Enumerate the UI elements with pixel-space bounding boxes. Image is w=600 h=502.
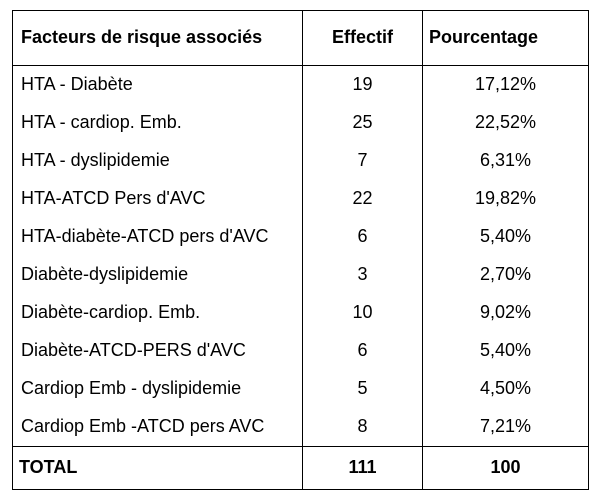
table-row: HTA-ATCD Pers d'AVC 22 19,82% — [13, 180, 589, 218]
col-header-factor: Facteurs de risque associés — [13, 11, 303, 66]
cell-factor: Diabète-cardiop. Emb. — [13, 294, 303, 332]
col-header-pct: Pourcentage — [423, 11, 589, 66]
table-row: HTA - dyslipidemie 7 6,31% — [13, 142, 589, 180]
table-header-row: Facteurs de risque associés Effectif Pou… — [13, 11, 589, 66]
cell-factor: HTA - cardiop. Emb. — [13, 104, 303, 142]
cell-pct: 5,40% — [423, 218, 589, 256]
cell-pct: 4,50% — [423, 370, 589, 408]
cell-factor: HTA - Diabète — [13, 66, 303, 105]
cell-pct: 22,52% — [423, 104, 589, 142]
cell-pct: 5,40% — [423, 332, 589, 370]
cell-pct: 7,21% — [423, 408, 589, 447]
table-total-row: TOTAL 111 100 — [13, 447, 589, 490]
table-row: Cardiop Emb -ATCD pers AVC 8 7,21% — [13, 408, 589, 447]
table-row: Diabète-cardiop. Emb. 10 9,02% — [13, 294, 589, 332]
cell-factor: Diabète-ATCD-PERS d'AVC — [13, 332, 303, 370]
cell-count: 6 — [303, 332, 423, 370]
cell-count: 7 — [303, 142, 423, 180]
table-row: HTA-diabète-ATCD pers d'AVC 6 5,40% — [13, 218, 589, 256]
table-row: HTA - cardiop. Emb. 25 22,52% — [13, 104, 589, 142]
cell-count: 25 — [303, 104, 423, 142]
table-row: Diabète-dyslipidemie 3 2,70% — [13, 256, 589, 294]
table-row: Diabète-ATCD-PERS d'AVC 6 5,40% — [13, 332, 589, 370]
cell-pct: 6,31% — [423, 142, 589, 180]
cell-factor: Diabète-dyslipidemie — [13, 256, 303, 294]
cell-count: 6 — [303, 218, 423, 256]
total-pct: 100 — [423, 447, 589, 490]
page: Facteurs de risque associés Effectif Pou… — [0, 0, 600, 502]
cell-count: 8 — [303, 408, 423, 447]
cell-factor: Cardiop Emb - dyslipidemie — [13, 370, 303, 408]
cell-count: 22 — [303, 180, 423, 218]
cell-count: 10 — [303, 294, 423, 332]
cell-factor: Cardiop Emb -ATCD pers AVC — [13, 408, 303, 447]
cell-count: 3 — [303, 256, 423, 294]
risk-factors-table: Facteurs de risque associés Effectif Pou… — [12, 10, 589, 490]
cell-count: 5 — [303, 370, 423, 408]
cell-factor: HTA-diabète-ATCD pers d'AVC — [13, 218, 303, 256]
cell-factor: HTA - dyslipidemie — [13, 142, 303, 180]
total-label: TOTAL — [13, 447, 303, 490]
cell-pct: 2,70% — [423, 256, 589, 294]
cell-factor: HTA-ATCD Pers d'AVC — [13, 180, 303, 218]
table-row: Cardiop Emb - dyslipidemie 5 4,50% — [13, 370, 589, 408]
cell-count: 19 — [303, 66, 423, 105]
cell-pct: 9,02% — [423, 294, 589, 332]
cell-pct: 19,82% — [423, 180, 589, 218]
total-count: 111 — [303, 447, 423, 490]
table-row: HTA - Diabète 19 17,12% — [13, 66, 589, 105]
col-header-count: Effectif — [303, 11, 423, 66]
cell-pct: 17,12% — [423, 66, 589, 105]
